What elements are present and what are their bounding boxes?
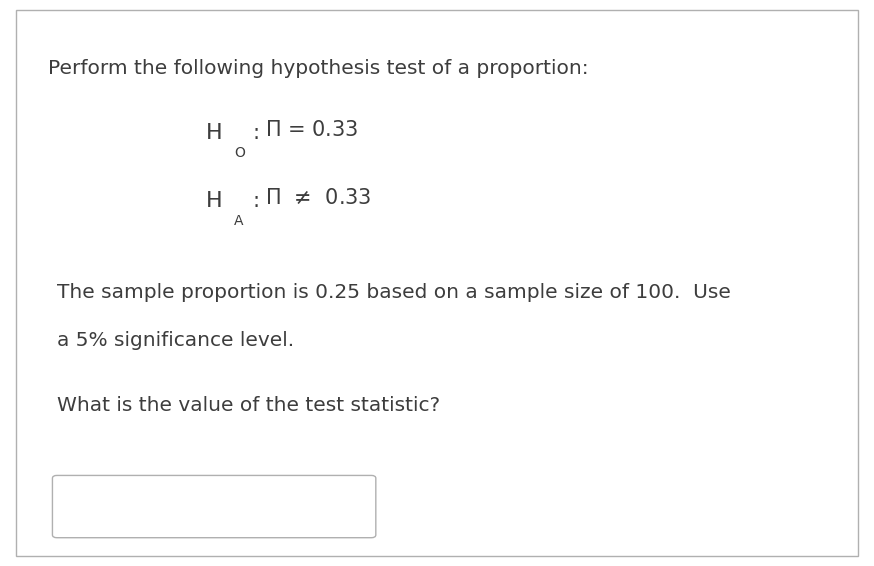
Text: O: O [234, 146, 245, 160]
Text: H: H [205, 191, 222, 211]
Text: :: : [253, 191, 260, 211]
Text: $\Pi$ = 0.33: $\Pi$ = 0.33 [265, 120, 358, 140]
Text: The sample proportion is 0.25 based on a sample size of 100.  Use: The sample proportion is 0.25 based on a… [57, 283, 731, 302]
Text: A: A [234, 214, 244, 228]
Text: a 5% significance level.: a 5% significance level. [57, 331, 294, 350]
Text: Perform the following hypothesis test of a proportion:: Perform the following hypothesis test of… [48, 59, 589, 79]
Text: :: : [253, 123, 260, 143]
FancyBboxPatch shape [52, 475, 376, 538]
Text: $\Pi$  ≠  0.33: $\Pi$ ≠ 0.33 [265, 188, 371, 208]
Text: H: H [205, 123, 222, 143]
Text: What is the value of the test statistic?: What is the value of the test statistic? [57, 396, 440, 415]
